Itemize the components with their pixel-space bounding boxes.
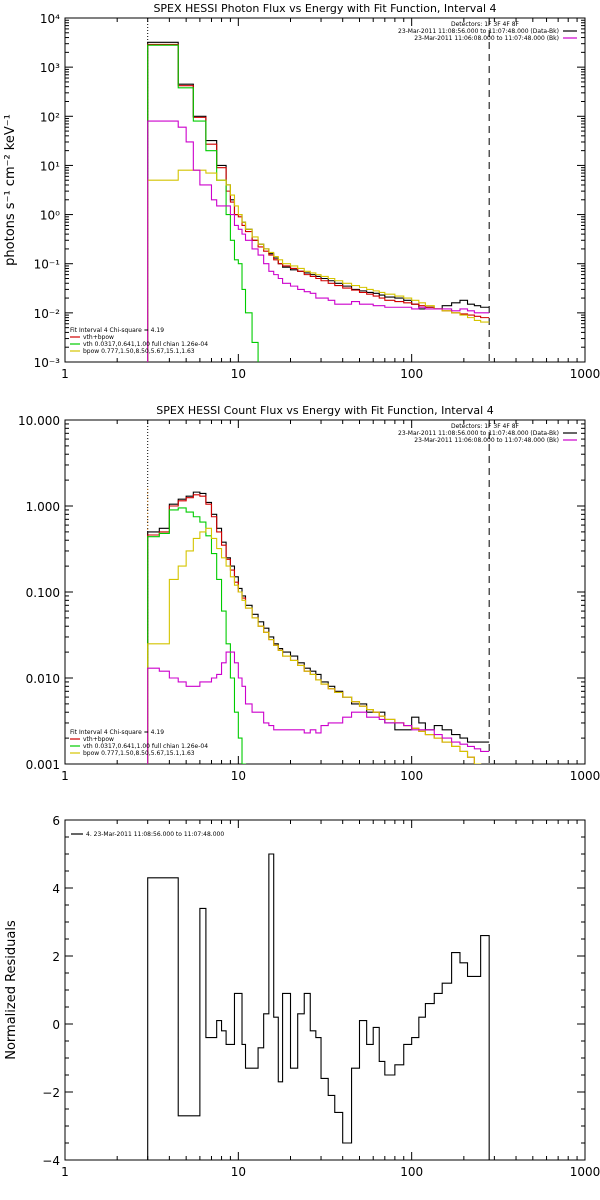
legend-bk: 23-Mar-2011 11:06:08.000 to 11:07:48.000… xyxy=(414,35,559,42)
count-flux-frame xyxy=(64,419,586,765)
legend-bpow: bpow 0.777,1.50,8.50,5.67,15.1,1.63 xyxy=(83,348,195,355)
x-tick-label: 1000 xyxy=(570,367,600,381)
y-tick-label: 10⁴ xyxy=(40,12,60,26)
x-tick-label: 100 xyxy=(400,1165,423,1179)
series-bk xyxy=(147,651,490,764)
y-tick-label: 4 xyxy=(52,882,60,896)
legend-vth-bpow: vth+bpow xyxy=(83,334,114,341)
series-vth xyxy=(147,44,259,362)
x-tick-label: 1 xyxy=(61,367,69,381)
residuals-frame xyxy=(64,819,586,1161)
legend-data-bk: 23-Mar-2011 11:08:56.000 to 11:07:48.000… xyxy=(398,28,559,35)
count-flux-panel: SPEX HESSI Count Flux vs Energy with Fit… xyxy=(18,404,600,783)
y-tick-label: 0.100 xyxy=(26,586,60,600)
y-tick-label: −2 xyxy=(42,1086,60,1100)
legend-data-bk: 23-Mar-2011 11:08:56.000 to 11:07:48.000… xyxy=(398,430,559,437)
x-tick-label: 100 xyxy=(400,769,423,783)
series-data-bk xyxy=(147,491,490,764)
legend-vth: vth 0.0317,0.641,1.00 full chian 1.26e-0… xyxy=(83,743,208,750)
photon-flux-title: SPEX HESSI Photon Flux vs Energy with Fi… xyxy=(153,2,496,15)
series-vth-bpow xyxy=(147,43,490,362)
legend-vth-bpow: vth+bpow xyxy=(83,736,114,743)
y-tick-label: 6 xyxy=(52,814,60,828)
y-tick-label: −4 xyxy=(42,1154,60,1168)
x-tick-label: 10 xyxy=(231,1165,246,1179)
legend-vth: vth 0.0317,0.641,1.00 full chian 1.26e-0… xyxy=(83,341,208,348)
detectors-label: Detectors: 1F 3F 4F 8F xyxy=(451,423,520,430)
y-tick-label: 0.010 xyxy=(26,672,60,686)
x-tick-label: 1000 xyxy=(570,769,600,783)
series-bpow xyxy=(147,169,490,362)
y-tick-label: 10⁻³ xyxy=(34,356,61,370)
series-vth xyxy=(147,507,247,764)
x-tick-label: 10 xyxy=(231,769,246,783)
fit-interval-label: Fit Interval 4 Chi-square = 4.19 xyxy=(70,729,164,736)
fit-interval-label: Fit Interval 4 Chi-square = 4.19 xyxy=(70,327,164,334)
y-tick-label: 0 xyxy=(52,1018,60,1032)
y-tick-label: 10¹ xyxy=(40,159,60,173)
x-tick-label: 1 xyxy=(61,1165,69,1179)
y-tick-label: 10⁻² xyxy=(34,307,61,321)
y-tick-label: 0.001 xyxy=(26,758,60,772)
detectors-label: Detectors: 1F 3F 4F 8F xyxy=(451,21,520,28)
residuals-ylabel: Normalized Residuals xyxy=(4,920,19,1060)
series-data-bk xyxy=(147,41,490,362)
y-tick-label: 10.000 xyxy=(18,414,60,428)
y-tick-label: 1.000 xyxy=(26,500,60,514)
x-tick-label: 1 xyxy=(61,769,69,783)
y-tick-label: 10³ xyxy=(40,61,60,75)
photon-flux-frame xyxy=(64,17,586,363)
legend-bpow: bpow 0.777,1.50,8.50,5.67,15.1,1.63 xyxy=(83,750,195,757)
y-tick-label: 10² xyxy=(40,110,60,124)
photon-flux-ylabel: photons s⁻¹ cm⁻² keV⁻¹ xyxy=(3,114,18,266)
legend-bk: 23-Mar-2011 11:06:08.000 to 11:07:48.000… xyxy=(414,437,559,444)
series-residuals xyxy=(147,853,490,1160)
residuals-panel: Normalized Residuals 1 10 100 1000−4−20246 … xyxy=(4,814,600,1179)
y-tick-label: 10⁰ xyxy=(40,209,60,223)
series-bpow xyxy=(147,527,482,764)
y-tick-label: 2 xyxy=(52,950,60,964)
photon-flux-panel: SPEX HESSI Photon Flux vs Energy with Fi… xyxy=(3,2,600,381)
x-tick-label: 10 xyxy=(231,367,246,381)
x-tick-label: 100 xyxy=(400,367,423,381)
y-tick-label: 10⁻¹ xyxy=(34,258,61,272)
count-flux-title: SPEX HESSI Count Flux vs Energy with Fit… xyxy=(156,404,493,417)
x-tick-label: 1000 xyxy=(570,1165,600,1179)
series-bk xyxy=(147,120,490,362)
series-vth-bpow xyxy=(147,494,482,764)
legend-residual-interval: 4. 23-Mar-2011 11:08:56.000 to 11:07:48.… xyxy=(86,831,224,838)
